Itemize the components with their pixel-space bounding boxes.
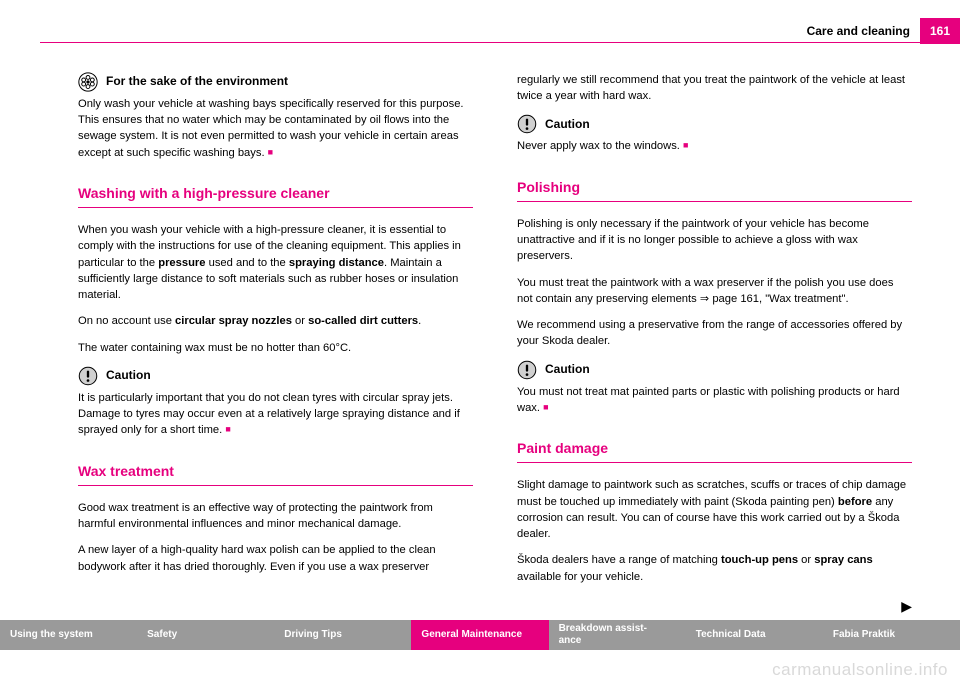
caution-icon [517,360,537,380]
tab-general-maintenance[interactable]: General Maintenance [411,620,548,650]
end-mark-icon: ■ [543,402,548,412]
tab-breakdown-assistance[interactable]: Breakdown assist- ance [549,620,686,650]
polishing-p3: We recommend using a preservative from t… [517,317,912,349]
environment-heading: For the sake of the environment [78,72,473,92]
tab-technical-data[interactable]: Technical Data [686,620,823,650]
polishing-p1: Polishing is only necessary if the paint… [517,216,912,265]
caution-icon [517,114,537,134]
heading-paint-damage: Paint damage [517,438,912,463]
flower-icon [78,72,98,92]
wax-continued: regularly we still recommend that you tr… [517,72,912,104]
tab-fabia-praktik[interactable]: Fabia Praktik [823,620,960,650]
tab-using-system[interactable]: Using the system [0,620,137,650]
continue-arrow-icon: ▶ [901,596,912,616]
caution-icon [78,366,98,386]
section-title: Care and cleaning [807,18,920,44]
environment-label: For the sake of the environment [106,73,288,90]
page-header: Care and cleaning 161 [807,18,960,44]
end-mark-icon: ■ [268,147,273,157]
caution-label: Caution [545,116,590,133]
page-number-badge: 161 [920,18,960,44]
content-columns: For the sake of the environment Only was… [78,72,912,616]
paint-p2: Škoda dealers have a range of matching t… [517,552,912,584]
heading-washing: Washing with a high-pressure cleaner [78,183,473,208]
right-column: regularly we still recommend that you tr… [517,72,912,616]
heading-wax: Wax treatment [78,461,473,486]
heading-polishing: Polishing [517,177,912,202]
caution-text-left: It is particularly important that you do… [78,390,473,439]
header-rule [40,42,960,43]
caution-heading-polish: Caution [517,360,912,380]
wax-p2: A new layer of a high-quality hard wax p… [78,542,473,574]
manual-page: Care and cleaning 161 For the sake of th… [0,0,960,686]
left-column: For the sake of the environment Only was… [78,72,473,616]
caution-heading-wax: Caution [517,114,912,134]
caution-heading-left: Caution [78,366,473,386]
end-mark-icon: ■ [683,140,688,150]
caution-polish-text: You must not treat mat painted parts or … [517,384,912,416]
tab-safety[interactable]: Safety [137,620,274,650]
paint-p1: Slight damage to paintwork such as scrat… [517,477,912,542]
end-mark-icon: ■ [225,424,230,434]
caution-wax-text: Never apply wax to the windows. ■ [517,138,912,154]
washing-p2: On no account use circular spray nozzles… [78,313,473,329]
environment-text: Only wash your vehicle at washing bays s… [78,96,473,161]
caution-label: Caution [106,367,151,384]
caution-label: Caution [545,361,590,378]
tab-driving-tips[interactable]: Driving Tips [274,620,411,650]
polishing-p2: You must treat the paintwork with a wax … [517,275,912,307]
washing-p1: When you wash your vehicle with a high-p… [78,222,473,303]
footer-tabs: Using the system Safety Driving Tips Gen… [0,620,960,650]
watermark: carmanualsonline.info [772,660,948,680]
wax-p1: Good wax treatment is an effective way o… [78,500,473,532]
washing-p3: The water containing wax must be no hott… [78,340,473,356]
